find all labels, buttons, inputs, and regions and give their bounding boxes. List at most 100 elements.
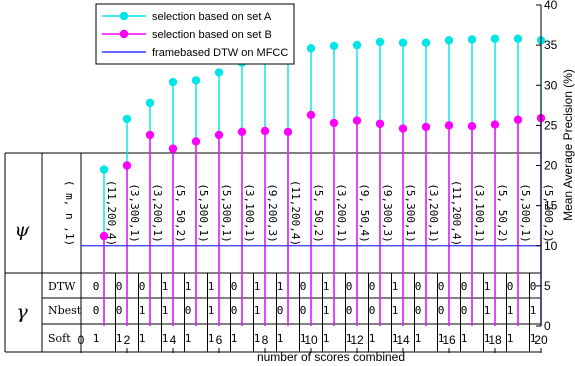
stem-marker [214,68,224,77]
param-label: (5,300,1) [197,183,210,243]
stem-marker [444,121,454,130]
table-cell: 0 [530,280,537,293]
stem-marker [329,41,339,51]
legend-swatch-marker [119,29,129,39]
table-cell: 1 [162,304,169,317]
table-cell: 1 [530,332,537,345]
table-cell: 1 [392,304,399,317]
y-tick-label: 0 [544,319,551,333]
table-cell: 0 [300,280,307,293]
stem-marker [467,121,477,131]
stem-marker [122,114,132,124]
table-cell: 1 [484,280,491,293]
x-tick-label: 20 [534,333,548,347]
table-cell: 1 [323,280,330,293]
row-label: Nbest [48,304,82,317]
param-label: (5, 50,2) [174,183,187,243]
table-cell: 0 [438,280,445,293]
stem-marker [421,122,431,132]
table-cell: 1 [461,332,468,345]
table-cell: 1 [93,332,100,345]
table-cell: 0 [415,304,422,317]
table-cell: 1 [162,280,169,293]
stem-marker [145,130,155,140]
param-header: ( m, n ,1) [63,180,76,246]
y-tick-label: 10 [544,239,558,253]
legend-entry: selection based on set B [152,29,272,41]
table-cell: 1 [300,332,307,345]
table-cell: 1 [277,332,284,345]
table-cell: 1 [392,332,399,345]
param-label: (5, 50,2) [496,183,509,243]
stem-marker [283,127,293,136]
y-tick-label: 15 [544,199,558,213]
psi-symbol: ψ [15,219,31,241]
table-cell: 1 [208,280,215,293]
stem-marker [168,77,178,87]
y-tick-label: 5 [544,279,551,293]
param-label: (5,300,1) [404,183,417,243]
y-tick-label: 30 [544,78,558,92]
table-cell: 1 [208,304,215,317]
table-cell: 1 [415,332,422,345]
param-label: (9,300,3) [381,183,394,243]
stem-marker [191,76,201,85]
table-cell: 1 [392,280,399,293]
stem-marker [99,231,109,241]
stem-marker [490,34,500,43]
stem-marker [513,34,523,43]
x-tick-label: 4 [170,333,177,347]
y-tick-label: 25 [544,118,558,132]
param-label: (3,200,1) [427,183,440,243]
table-cell: 1 [507,304,514,317]
stem-marker [214,130,224,140]
param-label: (3,100,1) [243,183,256,243]
stem-marker [145,98,155,108]
stem-marker [352,40,362,50]
stem-marker [375,37,385,47]
x-tick-label: 0 [78,333,85,347]
stem-marker [490,120,500,129]
legend: selection based on set A selection based … [95,3,295,65]
table-cell: 0 [461,280,468,293]
stem-marker [352,116,362,125]
table-cell: 1 [484,304,491,317]
param-label: (3,100,1) [473,183,486,243]
table-cell: 0 [369,280,376,293]
stem-marker [306,110,316,120]
y-tick-label: 40 [544,0,558,12]
table-cell: 1 [185,332,192,345]
legend-swatch-marker [119,11,129,21]
x-axis-label: number of scores combined [257,350,405,364]
param-label: (5,300,1) [519,183,532,243]
stem-marker [237,127,247,136]
table-cell: 0 [369,304,376,317]
table-cell: 0 [277,304,284,317]
table-cell: 1 [116,332,123,345]
table-cell: 1 [438,332,445,345]
table-cell: 1 [139,304,146,317]
table-cell: 0 [116,280,123,293]
x-tick-label: 10 [304,333,318,347]
y-axis-label: Mean Average Precision (%) [561,69,575,221]
param-label: (3,300,1) [128,183,141,243]
table-cell: 1 [507,332,514,345]
table-cell: 0 [346,304,353,317]
stem-marker [191,137,201,146]
legend-entry: selection based on set A [152,11,272,23]
table-cell: 0 [93,304,100,317]
stem-marker [444,36,454,45]
param-label: (3,200,1) [335,183,348,243]
stem-marker [421,38,431,47]
stem-marker [306,44,316,53]
table-cell: 1 [185,280,192,293]
table-cell: 1 [484,332,491,345]
table-cell: 0 [185,304,192,317]
table-cell: 1 [346,332,353,345]
stem-marker [168,144,178,153]
parameter-table: ψ γ ( m, n ,1) (11,200,4) (3,300,1) (3,200… [15,180,555,345]
table-cell: 0 [461,304,468,317]
table-grid [4,152,541,353]
param-label: (11,200,4) [289,180,302,246]
